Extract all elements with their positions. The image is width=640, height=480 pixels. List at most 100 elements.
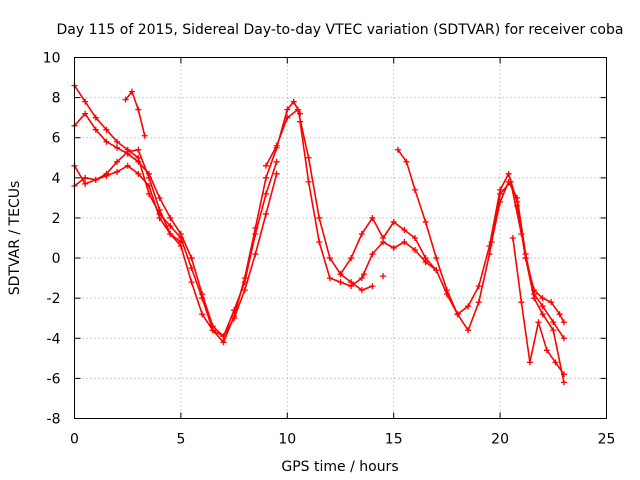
data-point: [284, 114, 291, 121]
data-point: [252, 230, 259, 237]
data-point: [465, 327, 472, 334]
data-point: [82, 180, 89, 187]
data-point: [231, 307, 238, 314]
data-point: [141, 132, 148, 139]
data-point: [135, 106, 142, 113]
data-point: [539, 311, 546, 318]
x-tick-label: 5: [176, 432, 185, 448]
data-point: [103, 138, 110, 145]
data-point: [486, 243, 493, 250]
data-point: [124, 162, 131, 169]
x-tick-label: 20: [491, 432, 509, 448]
series-9: [394, 146, 567, 386]
plot-frame: [74, 57, 607, 419]
data-point: [560, 371, 567, 378]
series-6: [263, 106, 376, 294]
data-point: [505, 178, 512, 185]
y-tick-label: -6: [47, 371, 61, 387]
data-point: [531, 287, 538, 294]
data-point: [337, 271, 344, 278]
axis-ticks: [74, 57, 607, 419]
data-point: [556, 311, 563, 318]
data-point: [394, 146, 401, 153]
data-point: [290, 98, 297, 105]
data-point: [188, 279, 195, 286]
data-point: [167, 222, 174, 229]
data-point: [92, 176, 99, 183]
data-point: [241, 287, 248, 294]
data-point: [156, 214, 163, 221]
data-point: [401, 226, 408, 233]
series-11: [509, 235, 567, 378]
axis-tick-labels: 0 5 10 15 20 25 -8 -6 -4 -2 0 2 4 6 8 10: [43, 51, 616, 448]
data-point: [263, 162, 270, 169]
data-point: [539, 303, 546, 310]
data-point: [92, 126, 99, 133]
data-point: [505, 170, 512, 177]
data-point: [475, 283, 482, 290]
y-tick-label: -8: [47, 412, 61, 428]
data-point: [82, 98, 89, 105]
data-point: [543, 347, 550, 354]
data-point: [114, 158, 121, 165]
data-point: [316, 214, 323, 221]
data-point: [177, 243, 184, 250]
y-tick-label: 8: [52, 91, 61, 107]
data-point: [114, 138, 121, 145]
data-point: [403, 158, 410, 165]
x-tick-label: 15: [385, 432, 403, 448]
data-point: [209, 327, 216, 334]
data-point: [114, 168, 121, 175]
data-point: [273, 170, 280, 177]
series-12: [514, 202, 567, 326]
data-point: [358, 287, 365, 294]
data-point: [488, 239, 495, 246]
data-point: [263, 190, 270, 197]
data-point: [122, 96, 129, 103]
isolated-data-point: [380, 273, 387, 280]
data-point: [167, 214, 174, 221]
data-point: [305, 154, 312, 161]
series-line: [397, 149, 565, 384]
data-point: [297, 118, 304, 125]
y-tick-label: -4: [47, 331, 61, 347]
data-point: [135, 158, 142, 165]
data-point: [369, 214, 376, 221]
data-point: [156, 194, 163, 201]
data-point: [82, 174, 89, 181]
data-point: [135, 146, 142, 153]
x-axis-label: GPS time / hours: [281, 459, 398, 475]
y-tick-label: 4: [52, 171, 61, 187]
data-point: [497, 186, 504, 193]
data-point: [231, 315, 238, 322]
data-point: [552, 359, 559, 366]
data-point: [560, 335, 567, 342]
data-point: [550, 319, 557, 326]
data-point: [411, 186, 418, 193]
data-point: [252, 251, 259, 258]
data-point: [369, 251, 376, 258]
data-point: [433, 255, 440, 262]
data-point: [263, 210, 270, 217]
chart-title: Day 115 of 2015, Sidereal Day-to-day VTE…: [57, 22, 624, 38]
data-point: [560, 319, 567, 326]
y-tick-label: 10: [43, 51, 61, 67]
data-point: [422, 255, 429, 262]
data-point: [273, 142, 280, 149]
data-point: [390, 245, 397, 252]
data-point: [294, 106, 301, 113]
y-tick-label: -2: [47, 291, 61, 307]
data-point: [518, 299, 525, 306]
x-tick-label: 10: [278, 432, 296, 448]
data-point: [188, 265, 195, 272]
data-point: [401, 239, 408, 246]
data-point: [199, 291, 206, 298]
data-point: [284, 106, 291, 113]
data-point: [411, 247, 418, 254]
data-point: [326, 255, 333, 262]
data-point: [273, 158, 280, 165]
data-point: [422, 218, 429, 225]
data-point: [514, 202, 521, 209]
data-series: [71, 82, 567, 386]
